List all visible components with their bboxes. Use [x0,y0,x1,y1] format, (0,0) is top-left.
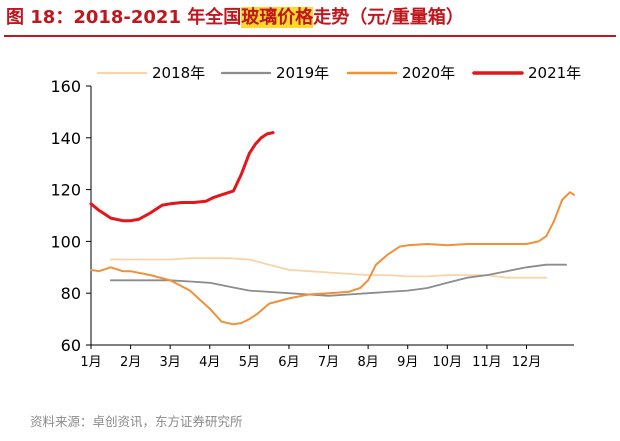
y-tick-label: 80 [61,284,81,303]
source-note: 资料来源：卓创资讯，东方证券研究所 [30,414,243,429]
legend-label: 2020年 [402,64,455,82]
y-tick-label: 120 [50,181,81,200]
y-tick-label: 100 [50,232,81,251]
x-tick-label: 10月 [433,355,463,370]
x-tick-label: 11月 [472,355,502,370]
x-tick-label: 5月 [239,355,260,370]
series-line-2019年 [109,263,567,297]
x-tick-label: 4月 [199,355,220,370]
x-tick-label: 1月 [80,355,101,370]
x-tick-label: 7月 [318,355,339,370]
series-line-2020年 [90,191,575,326]
x-tick-label: 3月 [160,355,181,370]
y-tick-label: 140 [50,129,81,148]
legend-label: 2021年 [528,64,581,82]
figure-title-label: 图 18：2018-2021 年全国 [6,7,242,28]
series-line-2018年 [109,257,548,279]
figure-title-suffix: 走势（元/重量箱） [313,7,464,28]
y-tick-label: 60 [61,336,81,355]
x-tick-label: 2月 [120,355,141,370]
x-tick-label: 9月 [397,355,418,370]
figure-title: 图 18：2018-2021 年全国玻璃价格走势（元/重量箱） [6,4,464,32]
x-tick-label: 8月 [357,355,378,370]
title-rule [4,35,616,37]
figure-title-highlight: 玻璃价格 [241,7,314,28]
x-tick-label: 12月 [512,355,542,370]
legend-label: 2019年 [276,64,329,82]
legend-label: 2018年 [152,64,205,82]
y-tick-label: 160 [50,77,81,96]
series-line-2021年 [89,131,275,223]
x-tick-label: 6月 [278,355,299,370]
